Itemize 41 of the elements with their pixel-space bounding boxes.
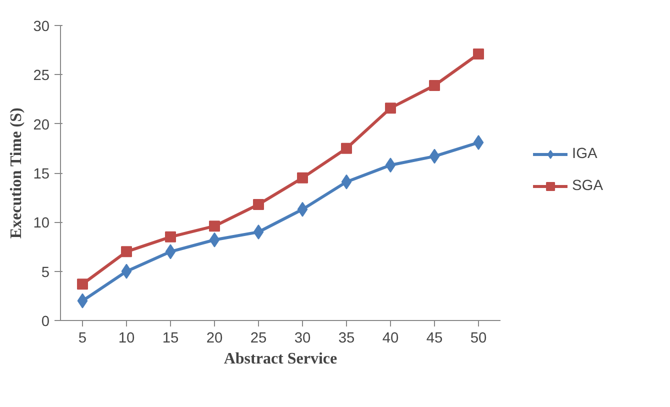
point <box>385 102 396 114</box>
x-tick-label: 5 <box>78 330 87 346</box>
x-tick-label: 35 <box>338 330 355 346</box>
y-tick-label: 5 <box>41 264 50 281</box>
y-tick-label: 30 <box>33 19 50 35</box>
point <box>341 142 352 154</box>
point <box>253 198 264 210</box>
y-tick-label: 15 <box>33 166 50 182</box>
point <box>341 174 352 190</box>
point <box>77 293 88 308</box>
point <box>253 224 264 240</box>
x-axis-title: Abstract Service <box>224 350 338 368</box>
point <box>121 246 132 258</box>
x-tick-label: 10 <box>118 330 135 346</box>
point <box>385 158 396 173</box>
point <box>473 48 484 60</box>
y-tick-label: 20 <box>33 117 50 134</box>
point <box>297 172 308 184</box>
point <box>165 231 176 242</box>
x-tick-label: 25 <box>250 330 267 346</box>
y-tick-label: 25 <box>33 68 50 84</box>
x-tick-label: 50 <box>470 330 487 346</box>
point <box>473 135 484 150</box>
point <box>209 232 220 248</box>
point <box>429 148 440 164</box>
x-tick-label: 15 <box>162 330 179 346</box>
point <box>121 264 132 279</box>
x-tick-label: 30 <box>294 330 311 346</box>
x-tick-label: 45 <box>426 330 443 346</box>
y-tick-label: 0 <box>41 314 50 330</box>
y-tick-label: 10 <box>33 216 50 232</box>
point <box>429 80 440 91</box>
point <box>297 202 308 217</box>
x-tick-label: 20 <box>206 330 223 346</box>
point <box>165 244 176 260</box>
legend-label: SGA <box>572 178 603 194</box>
x-tick-label: 40 <box>382 330 399 346</box>
legend-label: IGA <box>572 146 598 162</box>
point <box>77 278 88 290</box>
point <box>209 220 220 232</box>
y-axis-title: Execution Time (S) <box>8 108 26 239</box>
